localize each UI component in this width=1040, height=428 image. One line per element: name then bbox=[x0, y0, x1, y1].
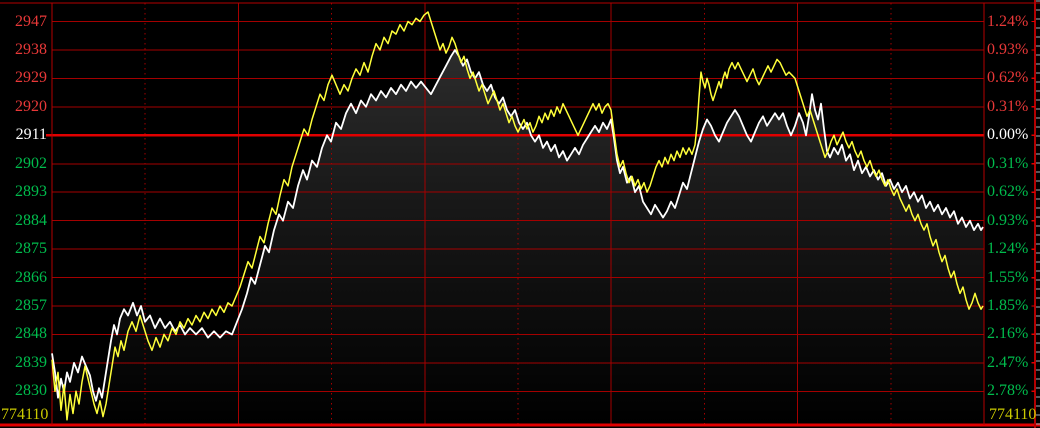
price-label-2893: 2893 bbox=[15, 183, 47, 201]
price-label-2920: 2920 bbox=[15, 97, 47, 115]
price-label-2830: 2830 bbox=[15, 382, 47, 400]
grid-lines bbox=[52, 3, 984, 425]
percent-label-0.62%: 0.62% bbox=[987, 69, 1029, 87]
percent-label-1.85%: 1.85% bbox=[987, 297, 1029, 314]
price-label-2938: 2938 bbox=[15, 41, 47, 58]
price-line bbox=[51, 49, 984, 402]
price-label-2875: 2875 bbox=[15, 240, 47, 258]
price-label-2866: 2866 bbox=[15, 268, 47, 286]
price-label-2902: 2902 bbox=[15, 154, 47, 172]
percent-label-0.31%: 0.31% bbox=[987, 97, 1029, 115]
percent-label-0.31%: 0.31% bbox=[987, 154, 1029, 172]
price-label-2947: 2947 bbox=[15, 12, 47, 30]
bottom-right-value: 774110 bbox=[989, 406, 1037, 423]
percent-label-0.93%: 0.93% bbox=[987, 211, 1029, 229]
bottom-left-value: 774110 bbox=[1, 406, 49, 423]
price-label-2839: 2839 bbox=[15, 353, 47, 371]
price-label-2857: 2857 bbox=[15, 297, 47, 314]
price-label-2929: 2929 bbox=[15, 69, 47, 87]
percent-label-1.24%: 1.24% bbox=[987, 240, 1029, 258]
price-label-2884: 2884 bbox=[15, 211, 47, 229]
percent-label-1.24%: 1.24% bbox=[987, 12, 1029, 30]
percent-label-1.55%: 1.55% bbox=[987, 268, 1029, 286]
area-fill bbox=[52, 50, 984, 425]
percent-label-2.47%: 2.47% bbox=[987, 353, 1029, 371]
price-label-2911: 2911 bbox=[15, 126, 47, 144]
percent-label-0.00%: 0.00% bbox=[987, 126, 1029, 144]
clipped-adjacent-panel bbox=[1036, 0, 1040, 428]
percent-label-0.62%: 0.62% bbox=[987, 183, 1029, 201]
price-label-2848: 2848 bbox=[15, 325, 47, 343]
percent-label-2.78%: 2.78% bbox=[987, 382, 1029, 400]
lead-line bbox=[51, 11, 984, 421]
percent-label-0.93%: 0.93% bbox=[987, 41, 1029, 58]
percent-label-2.16%: 2.16% bbox=[987, 325, 1029, 343]
